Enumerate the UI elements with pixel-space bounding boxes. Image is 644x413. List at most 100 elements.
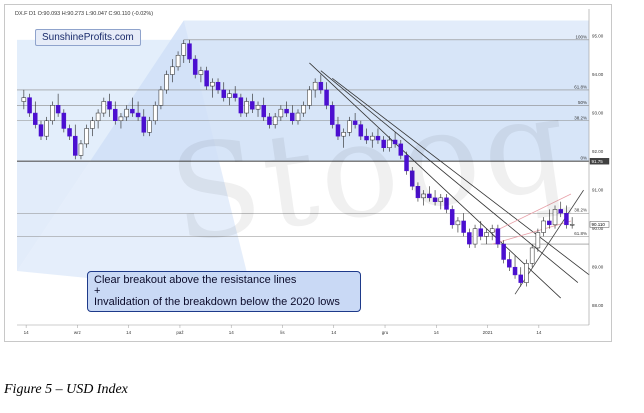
fib-label-5: 38.2%	[574, 208, 587, 213]
candle-body-63	[381, 139, 386, 148]
candle-body-22	[147, 120, 152, 133]
y-tick-label-6: 94.00	[592, 72, 604, 77]
candle-body-77	[461, 220, 466, 233]
candle-body-95	[564, 212, 569, 226]
x-tick-label-0: 14	[24, 330, 30, 335]
candle-body-51	[312, 81, 318, 91]
chart-frame: 100% 61.8% 50% 38.2% 0% 38.2% 61.8% 88.00 89.00 9…	[4, 4, 612, 342]
candle-body-39	[244, 101, 249, 114]
candle-body-9	[73, 135, 78, 156]
candle-body-16	[112, 108, 118, 122]
candle-body-84	[501, 243, 506, 260]
candle-body-66	[398, 143, 404, 156]
annotation-line-2: +	[94, 285, 101, 297]
candle-body-69	[415, 186, 421, 199]
y-tick-label-5: 93.00	[592, 111, 604, 116]
candle-body-67	[404, 155, 409, 172]
candle-body-80	[478, 228, 484, 237]
candle-body-10	[78, 143, 84, 156]
candle-body-14	[101, 101, 107, 114]
y-tick-label-1: 89.00	[592, 265, 604, 270]
fib-label-0: 100%	[575, 34, 587, 39]
candle-body-4	[44, 120, 49, 137]
candle-body-93	[552, 209, 558, 226]
price-tag-label-1: 90.110	[592, 222, 606, 227]
candle-body-32	[204, 70, 209, 87]
candle-body-62	[375, 135, 381, 141]
candle-body-72	[432, 197, 438, 202]
candle-body-23	[152, 105, 158, 122]
resistance-line-2	[320, 70, 579, 283]
candle-body-21	[141, 116, 147, 133]
candle-body-47	[290, 112, 295, 122]
price-tag-label-0: 91.75	[592, 159, 604, 164]
candle-body-37	[232, 93, 238, 98]
candle-body-86	[512, 266, 518, 276]
candle-body-56	[341, 132, 346, 137]
candle-body-88	[524, 263, 529, 283]
y-tick-label-3: 91.00	[592, 188, 604, 193]
figure-caption: Figure 5 – USD Index	[4, 382, 128, 397]
candle-body-19	[130, 108, 135, 114]
candle-body-73	[438, 197, 444, 202]
x-tick-label-9: 2021	[483, 330, 494, 335]
candle-body-27	[175, 54, 181, 68]
fib-label-2: 50%	[578, 100, 587, 105]
candle-body-25	[164, 74, 169, 91]
y-tick-label-0: 88.00	[592, 303, 604, 308]
candle-body-74	[444, 197, 449, 210]
candle-body-42	[261, 105, 266, 118]
candle-body-44	[272, 116, 278, 125]
candle-body-49	[301, 105, 306, 114]
x-tick-label-10: 14	[536, 330, 542, 335]
candle-body-53	[324, 89, 329, 106]
candle-body-79	[472, 228, 478, 245]
y-tick-label-4: 92.00	[592, 149, 604, 154]
annotation-line-3: Invalidation of the breakdown below the …	[94, 296, 340, 308]
candle-body-15	[107, 101, 112, 110]
candle-body-26	[170, 66, 175, 75]
candle-body-82	[489, 228, 495, 233]
candle-body-57	[347, 120, 352, 133]
usd-index-chart: 100% 61.8% 50% 38.2% 0% 38.2% 61.8% 88.00 89.00 9…	[17, 9, 610, 335]
candle-body-20	[135, 112, 141, 118]
candle-body-76	[455, 220, 461, 226]
candle-body-87	[518, 274, 523, 283]
fib-label-3: 38.2%	[574, 115, 587, 120]
candle-body-43	[267, 116, 272, 125]
x-tick-label-7: gru	[382, 330, 389, 335]
candle-body-55	[335, 124, 341, 137]
candle-body-83	[495, 228, 501, 245]
candle-body-18	[124, 108, 129, 118]
fib-label-1: 61.8%	[574, 84, 587, 89]
candle-body-33	[210, 81, 215, 87]
candle-body-30	[192, 58, 198, 75]
x-tick-label-8: 14	[434, 330, 440, 335]
candle-body-94	[558, 209, 563, 214]
candle-body-31	[198, 70, 204, 75]
candle-body-92	[547, 220, 552, 226]
candle-body-35	[221, 89, 227, 98]
candle-body-38	[238, 97, 244, 114]
candle-body-40	[250, 101, 255, 110]
candle-body-65	[392, 139, 398, 145]
resistance-line-3	[332, 78, 590, 276]
candle-body-13	[95, 112, 101, 122]
candle-body-29	[187, 43, 192, 60]
candle-body-64	[387, 139, 392, 148]
candle-body-6	[55, 105, 61, 114]
x-tick-label-5: lis	[280, 330, 285, 335]
candle-body-36	[227, 93, 232, 98]
candle-body-78	[467, 232, 472, 245]
candle-body-11	[84, 128, 89, 145]
annotation-line-1: Clear breakout above the resistance line…	[94, 274, 297, 286]
candle-body-75	[449, 209, 455, 226]
brand-label: SunshineProfits.com	[35, 29, 141, 46]
candle-body-52	[318, 81, 324, 91]
candle-body-45	[278, 108, 284, 118]
x-tick-label-2: 14	[126, 330, 132, 335]
x-tick-label-4: 14	[229, 330, 235, 335]
candle-body-68	[409, 170, 415, 187]
candle-body-28	[181, 43, 187, 56]
candle-body-48	[295, 112, 301, 122]
